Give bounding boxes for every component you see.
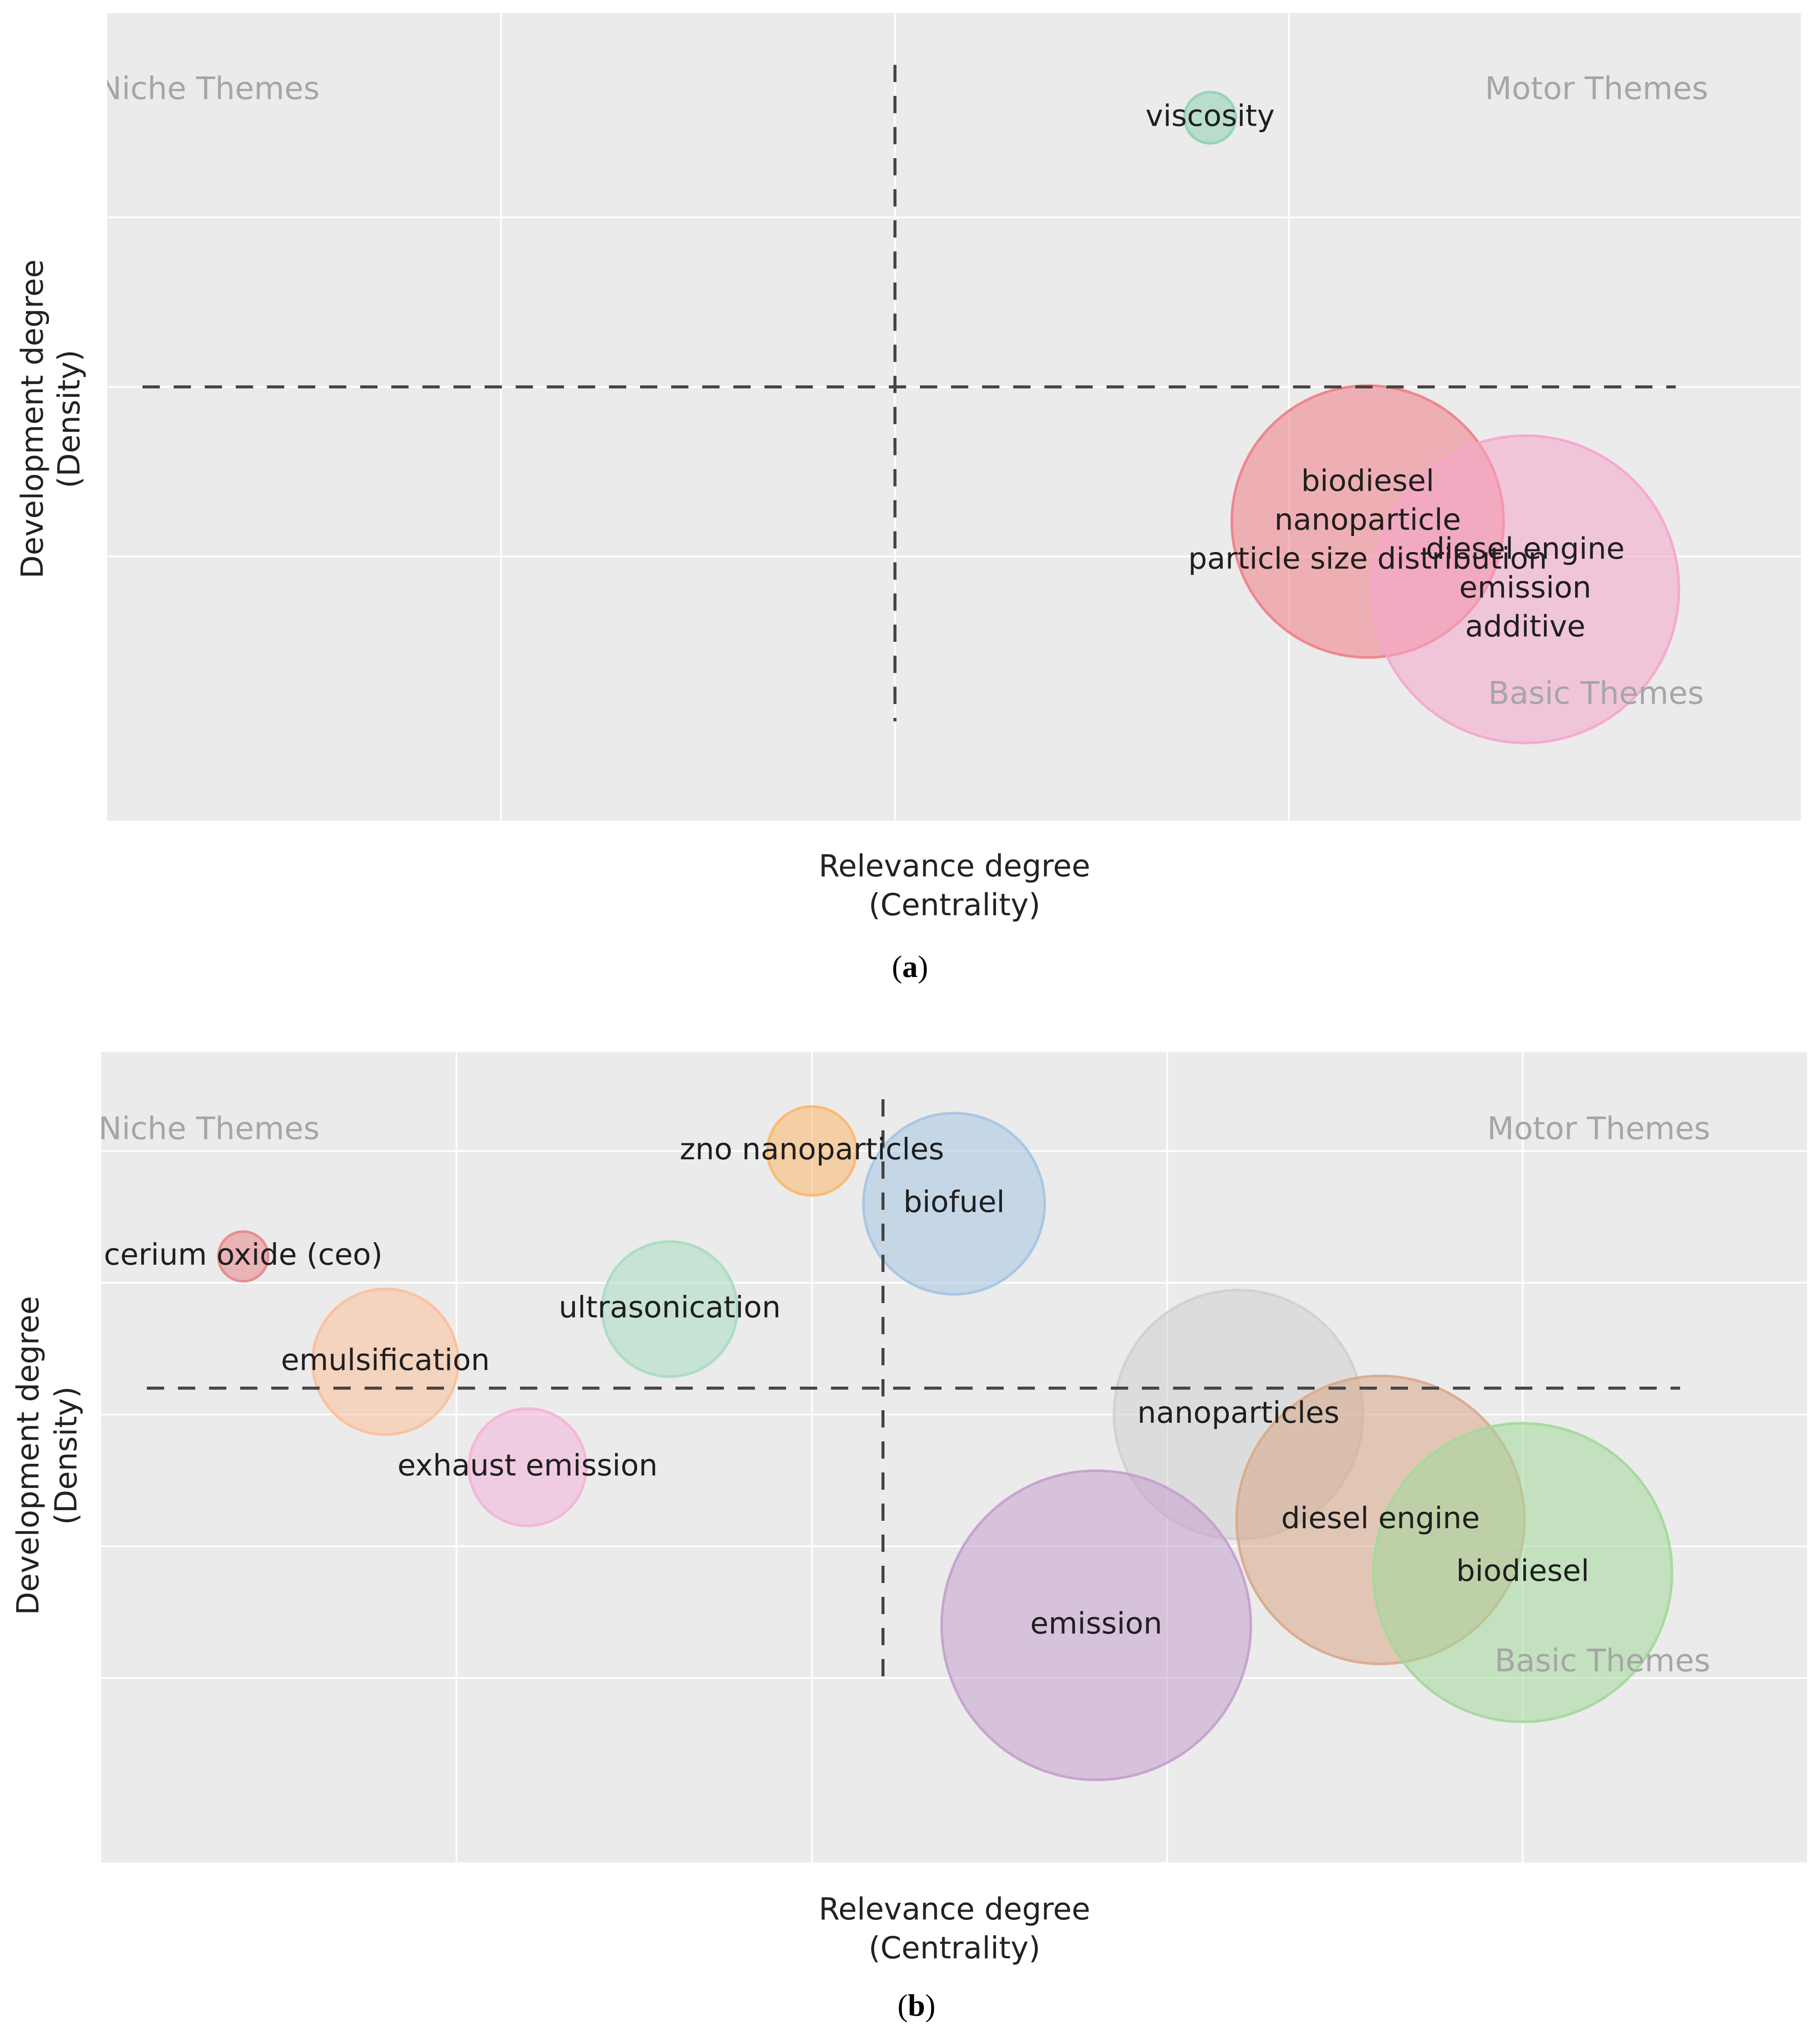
bubble-viscosity	[1183, 91, 1237, 145]
bubble-label: emulsification	[281, 1343, 490, 1377]
bubble-label: diesel engine	[1426, 531, 1624, 566]
bubble-label: exhaust emission	[397, 1448, 658, 1483]
chart-panel-a: Niche Themes Motor Themes Emerging orDecli…	[0, 13, 1801, 984]
bubble-label: viscosity	[1145, 98, 1275, 133]
bubble-label: emission	[1459, 570, 1592, 605]
plot-area: Niche Themes Motor Themes Emerging orDecli…	[0, 70, 1708, 745]
quadrant-label-emerging-declining: Declining Themes	[0, 696, 98, 732]
bubble-ultrasonication	[601, 1240, 739, 1378]
quadrant-label-niche: Niche Themes	[98, 70, 320, 107]
x-axis-title: Relevance degree	[819, 848, 1091, 884]
bubble-label: cerium oxide (ceo)	[104, 1237, 383, 1272]
bubble-label: zno nanoparticles	[680, 1132, 944, 1167]
bubble-label: additive	[1465, 609, 1585, 644]
bubble-biofuel	[862, 1111, 1046, 1296]
bubble-biodiesel	[1372, 1422, 1674, 1723]
chart-panel-b: Niche Themes Motor Themes Emerging orDecli…	[0, 1052, 1807, 2023]
x-axis-title: (Centrality)	[869, 1930, 1040, 1966]
bubble-label: particle size distribution	[1188, 541, 1547, 576]
bubble-emulsification	[311, 1288, 460, 1436]
panel-label: (b)	[897, 1988, 935, 2023]
bubble-cerium-oxide-ceo	[217, 1230, 270, 1283]
bubble-label: nanoparticles	[1137, 1396, 1339, 1430]
panel-letter: b	[908, 1988, 925, 2023]
bubble-label: biofuel	[904, 1185, 1005, 1219]
bubble-label: biodiesel	[1456, 1554, 1589, 1588]
panel-letter: a	[902, 949, 918, 984]
y-axis-title: Development degree	[15, 260, 50, 579]
quadrant-label-emerging-declining: Declining Themes	[0, 1663, 98, 1699]
quadrant-label-motor: Motor Themes	[1485, 70, 1708, 107]
quadrant-label-emerging-declining: Emerging or	[0, 657, 98, 693]
plot-area: Niche Themes Motor Themes Emerging orDecli…	[0, 1105, 1710, 1781]
quadrant-label-basic: Basic Themes	[1495, 1643, 1710, 1679]
bubble-label: ultrasonication	[559, 1290, 781, 1325]
y-axis-title: Development degree	[10, 1296, 46, 1615]
quadrant-label-motor: Motor Themes	[1487, 1110, 1710, 1147]
bubble-diesel-engine	[1370, 434, 1680, 745]
quadrant-label-emerging-declining: Emerging or	[0, 1624, 98, 1660]
bubble-label: biodiesel	[1301, 463, 1434, 498]
bubble-label: emission	[1030, 1606, 1162, 1641]
bubble-emission	[940, 1469, 1252, 1781]
y-axis-title: (Density)	[51, 350, 87, 489]
panel-label: (a)	[892, 949, 928, 984]
bubble-label: diesel engine	[1281, 1501, 1480, 1535]
x-axis-title: (Centrality)	[869, 887, 1040, 923]
quadrant-label-basic: Basic Themes	[1488, 675, 1704, 711]
bubble-label: nanoparticle	[1275, 502, 1461, 537]
y-axis-title: (Density)	[48, 1386, 84, 1525]
bubble-exhaust-emission	[467, 1407, 588, 1527]
quadrant-label-niche: Niche Themes	[98, 1110, 320, 1147]
x-axis-title: Relevance degree	[819, 1891, 1091, 1927]
bubble-zno-nanoparticles	[766, 1105, 858, 1197]
